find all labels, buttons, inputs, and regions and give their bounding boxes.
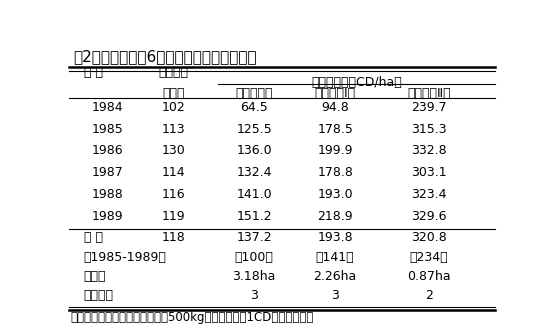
Text: 119: 119 [161,210,185,223]
Text: （234）: （234） [410,251,448,264]
Text: 3.18ha: 3.18ha [233,270,276,283]
Text: 面　積: 面 積 [84,270,106,283]
Text: 193.8: 193.8 [317,231,353,244]
Text: 114: 114 [161,166,185,179]
Text: 113: 113 [161,123,185,136]
Text: 320.8: 320.8 [411,231,447,244]
Text: 0.87ha: 0.87ha [407,270,451,283]
Text: 130: 130 [161,144,185,157]
Text: 151.2: 151.2 [236,210,272,223]
Text: 日本短角種繁殖牛を放牧。体重500kg、１日放牧を1CDに換算した。: 日本短角種繁殖牛を放牧。体重500kg、１日放牧を1CDに換算した。 [71,311,314,324]
Text: 332.8: 332.8 [411,144,447,157]
Text: （1985-1989）: （1985-1989） [84,251,167,264]
Text: 199.9: 199.9 [317,144,353,157]
Text: 表2　牧草導入後6年間の放牧期間と牧養力: 表2 牧草導入後6年間の放牧期間と牧養力 [73,49,257,64]
Text: （日）: （日） [162,87,184,100]
Text: 323.4: 323.4 [411,188,447,201]
Text: 1986: 1986 [91,144,123,157]
Text: 239.7: 239.7 [411,101,447,114]
Text: 平 均: 平 均 [84,231,103,244]
Text: 193.0: 193.0 [317,188,353,201]
Text: 132.4: 132.4 [236,166,272,179]
Text: 141.0: 141.0 [236,188,272,201]
Text: 3: 3 [331,289,339,302]
Text: 125.5: 125.5 [236,123,272,136]
Text: 303.1: 303.1 [411,166,447,179]
Text: 102: 102 [161,101,185,114]
Text: （141）: （141） [316,251,354,264]
Text: 牧　養　力（CD/ha）: 牧 養 力（CD/ha） [311,76,402,89]
Text: 1989: 1989 [91,210,123,223]
Text: 136.0: 136.0 [236,144,272,157]
Text: 1985: 1985 [91,123,123,136]
Text: 3: 3 [250,289,258,302]
Text: （100）: （100） [235,251,273,264]
Text: 329.6: 329.6 [411,210,447,223]
Text: 牧草導入Ⅱ区: 牧草導入Ⅱ区 [407,87,451,100]
Text: 178.5: 178.5 [317,123,353,136]
Text: 218.9: 218.9 [317,210,353,223]
Text: 1988: 1988 [91,188,123,201]
Text: 1984: 1984 [91,101,123,114]
Text: 94.8: 94.8 [321,101,349,114]
Text: 1987: 1987 [91,166,123,179]
Text: 116: 116 [161,188,185,201]
Text: 64.5: 64.5 [240,101,268,114]
Text: 118: 118 [161,231,185,244]
Text: 牧草導入Ⅰ区: 牧草導入Ⅰ区 [315,87,356,100]
Text: 2.26ha: 2.26ha [314,270,357,283]
Text: 178.8: 178.8 [317,166,353,179]
Text: 野　草　区: 野 草 区 [235,87,273,100]
Text: 2: 2 [425,289,433,302]
Text: 137.2: 137.2 [236,231,272,244]
Text: 315.3: 315.3 [411,123,447,136]
Text: 放牧期間: 放牧期間 [158,66,188,79]
Text: 放牧頭数: 放牧頭数 [84,289,114,302]
Text: 年 度: 年 度 [84,66,103,79]
